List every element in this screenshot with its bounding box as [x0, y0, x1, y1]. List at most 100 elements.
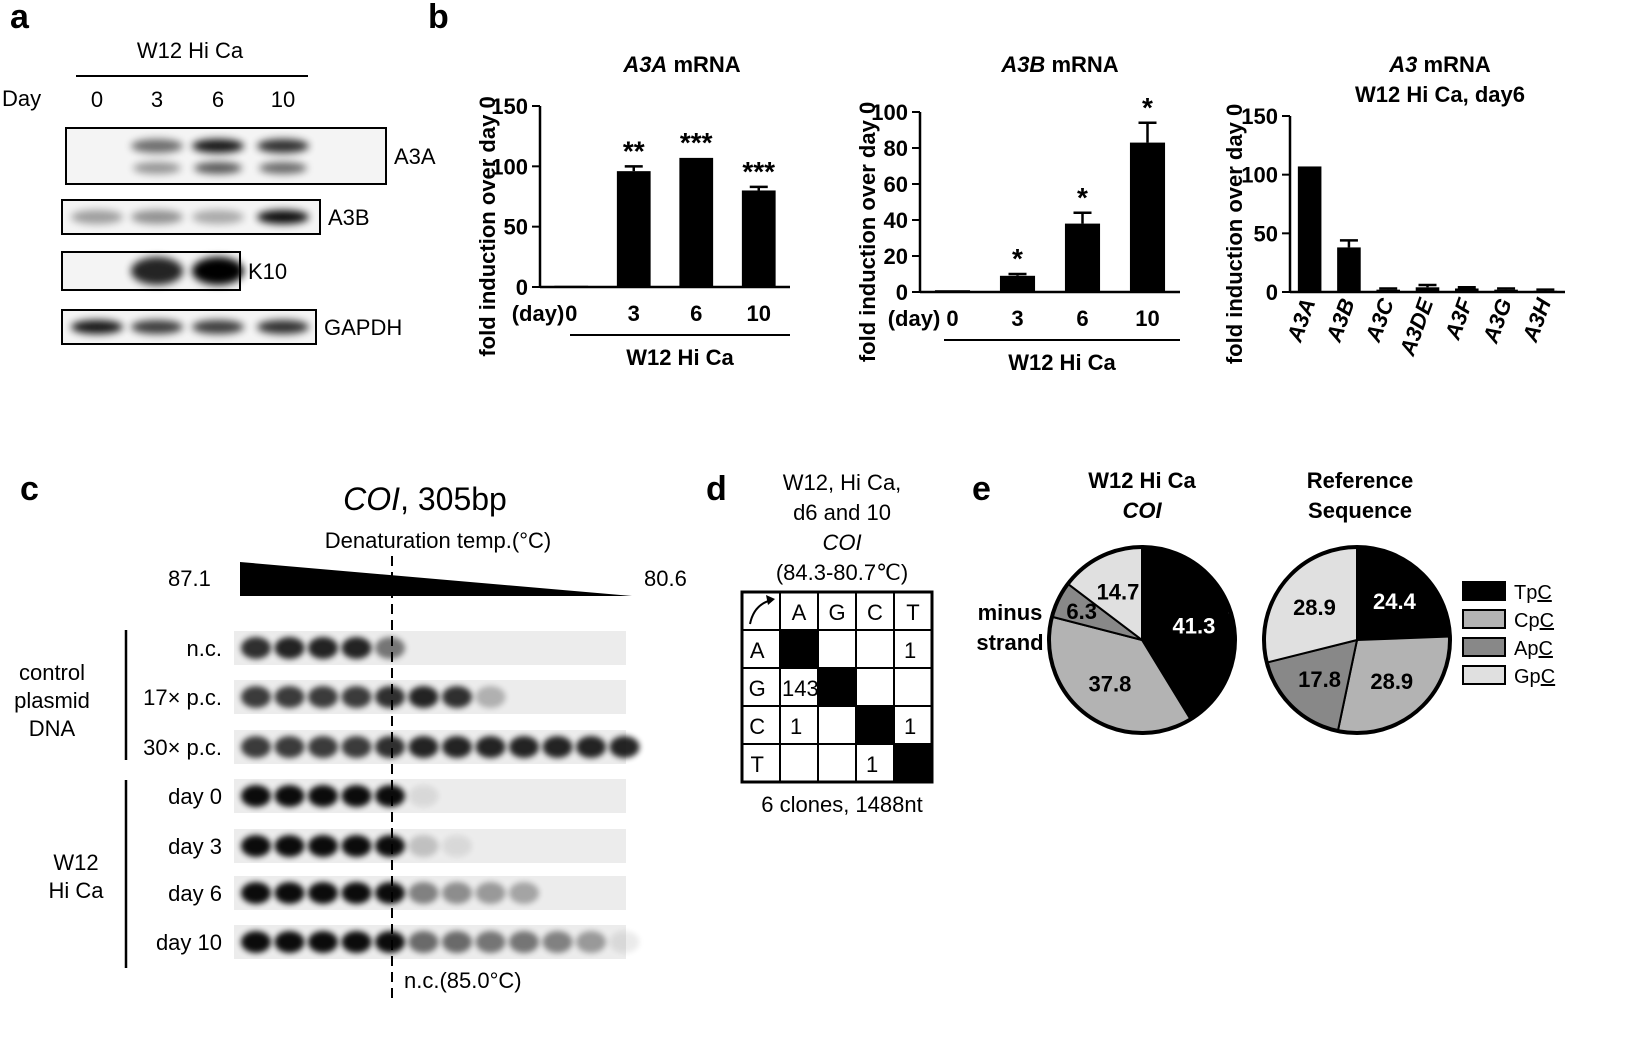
- gel-band: [308, 882, 338, 904]
- gel-band: [475, 882, 506, 904]
- pie-legend: TpC CpC ApC GpC: [1462, 581, 1555, 688]
- blot-label-k10: K10: [248, 259, 287, 284]
- chart-title: A3A mRNA: [622, 52, 740, 77]
- significance-mark: ***: [680, 127, 713, 158]
- band-a3a: [257, 139, 309, 153]
- x-tick-label: A3F: [1439, 295, 1477, 344]
- matrix-count: 1: [904, 714, 916, 739]
- y-tick-label: 0: [1266, 280, 1278, 305]
- x-tick-label: 3: [628, 301, 640, 326]
- gel-band: [509, 931, 539, 953]
- gel-band: [375, 686, 405, 708]
- chart-title: A3B mRNA: [1000, 52, 1118, 77]
- band-lower-a3a: [133, 162, 181, 174]
- matrix-diagonal-cell: [894, 744, 932, 782]
- temp-low: 80.6: [644, 566, 687, 591]
- x-tick-label: 3: [1011, 306, 1023, 331]
- panel-label-d: d: [706, 470, 727, 508]
- gel-band: [274, 931, 305, 953]
- gel-band: [308, 686, 338, 708]
- gel-band: [375, 785, 405, 807]
- matrix-count: 1: [866, 752, 878, 777]
- pie-value-label: 28.9: [1293, 595, 1336, 620]
- matrix-count: 143: [782, 676, 819, 701]
- temperature-gradient-wedge: [240, 562, 632, 596]
- blot-label-gapdh: GAPDH: [324, 315, 402, 340]
- gel-band: [408, 882, 439, 904]
- band-a3b: [257, 210, 309, 224]
- blot-label-a3b: A3B: [328, 205, 370, 230]
- matrix-col-header: G: [828, 600, 845, 625]
- y-axis-label: fold induction over day 0: [475, 96, 500, 356]
- band-gapdh: [131, 320, 183, 334]
- gel-band: [308, 785, 338, 807]
- bar: [934, 290, 971, 292]
- gel-band: [509, 882, 539, 904]
- bar: [1494, 289, 1518, 292]
- gel-band: [375, 637, 405, 659]
- matrix-row-header: C: [749, 714, 765, 739]
- bar: [1455, 288, 1479, 292]
- gel-band: [442, 736, 472, 758]
- gel-band: [341, 931, 372, 953]
- x-tick-label: A3G: [1477, 295, 1516, 347]
- gel-band: [241, 835, 271, 857]
- pie-value-label: 41.3: [1173, 613, 1216, 638]
- legend-label: GpC: [1514, 666, 1555, 688]
- pie1-subtitle: COI: [1122, 498, 1162, 523]
- panel-label-b: b: [428, 0, 449, 36]
- y-tick-label: 0: [896, 280, 908, 305]
- gel-band: [308, 736, 338, 758]
- day-6: 6: [212, 87, 224, 112]
- significance-mark: *: [1012, 243, 1023, 274]
- significance-mark: *: [1077, 182, 1088, 213]
- band-k10: [131, 257, 183, 285]
- day-10: 10: [271, 87, 295, 112]
- x-tick-label: 10: [1135, 306, 1159, 331]
- y-tick-label: 150: [491, 94, 528, 119]
- y-tick-label: 50: [504, 215, 528, 240]
- pie2-subtitle: Sequence: [1308, 498, 1412, 523]
- gel-band: [442, 931, 472, 953]
- gel-band: [542, 931, 573, 953]
- bar: [1376, 289, 1400, 292]
- gel-band: [341, 686, 372, 708]
- group-control-line1: control: [19, 660, 85, 685]
- gel-band: [341, 882, 372, 904]
- gel-band: [442, 882, 472, 904]
- gel-row-label: n.c.: [187, 636, 222, 661]
- gel-row-label: day 0: [168, 784, 222, 809]
- gel-band: [475, 931, 506, 953]
- gel-band: [308, 835, 338, 857]
- y-tick-label: 50: [1254, 221, 1278, 246]
- gel-band: [308, 637, 338, 659]
- y-tick-label: 20: [884, 244, 908, 269]
- gel-band: [274, 736, 305, 758]
- gel-band: [341, 785, 372, 807]
- gel-row-label: day 6: [168, 881, 222, 906]
- y-tick-label: 60: [884, 172, 908, 197]
- chart-title: A3 mRNA: [1388, 52, 1491, 77]
- band-a3a: [131, 139, 183, 153]
- side-label-line2: strand: [976, 630, 1043, 655]
- gel-band: [241, 736, 271, 758]
- blot-a3a: [65, 127, 387, 185]
- legend-label: CpC: [1514, 610, 1554, 632]
- gel-band: [609, 931, 640, 953]
- x-tick-label: 6: [1076, 306, 1088, 331]
- side-label-line1: minus: [978, 600, 1043, 625]
- band-a3b: [192, 210, 244, 224]
- y-tick-label: 80: [884, 136, 908, 161]
- gel-band: [576, 931, 606, 953]
- bar: [616, 171, 651, 287]
- band-a3b: [71, 210, 123, 224]
- gel-band: [442, 835, 472, 857]
- temp-high: 87.1: [168, 566, 211, 591]
- group-control-line2: plasmid: [14, 688, 90, 713]
- matrix-range: (84.3-80.7℃): [776, 560, 908, 585]
- x-prefix-label: (day): [512, 301, 565, 326]
- panel-e-pie-charts: W12 Hi Ca COI Reference Sequence minus s…: [976, 468, 1555, 735]
- gel-band: [274, 637, 305, 659]
- matrix-count: 1: [790, 714, 802, 739]
- figure: a b c d e W12 Hi Ca Day 0 3 6 10 A3AA3BK…: [2, 0, 1565, 1000]
